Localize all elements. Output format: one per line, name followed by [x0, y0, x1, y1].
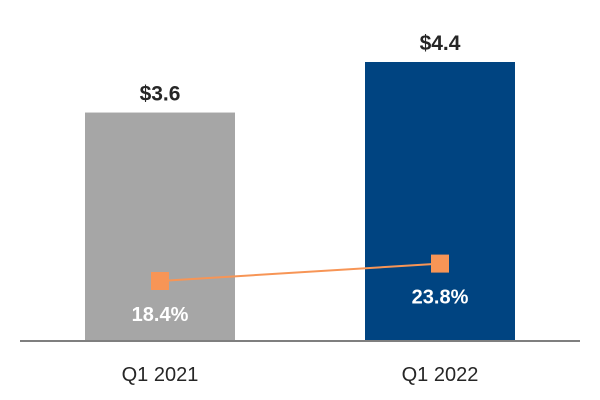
margin-value-label-2: 23.8%: [412, 287, 469, 309]
bars-layer: [85, 62, 515, 340]
bar-2: [365, 62, 515, 340]
bar-1: [85, 112, 235, 340]
bar-value-label-1: $3.6: [140, 83, 181, 106]
category-label-1: Q1 2021: [122, 364, 199, 386]
margin-marker-1: [151, 272, 169, 290]
margin-line-layer: [151, 254, 449, 290]
margin-value-label-1: 18.4%: [132, 304, 189, 326]
category-label-2: Q1 2022: [402, 364, 479, 386]
margin-line: [159, 262, 441, 282]
margin-marker-2: [431, 254, 449, 273]
bar-value-label-2: $4.4: [420, 32, 461, 55]
labels-layer: $3.6 Q1 2021 $4.4 Q1 2022 18.4% 23.8%: [122, 32, 479, 386]
